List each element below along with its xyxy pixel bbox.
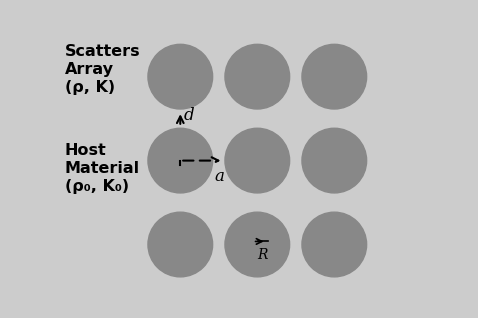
Circle shape xyxy=(302,212,367,277)
Text: d: d xyxy=(184,107,194,124)
Circle shape xyxy=(148,212,213,277)
Circle shape xyxy=(302,128,367,193)
Text: R: R xyxy=(258,248,268,262)
Circle shape xyxy=(225,212,290,277)
Circle shape xyxy=(148,44,213,109)
Circle shape xyxy=(225,128,290,193)
Circle shape xyxy=(148,128,213,193)
Text: Host
Material
(ρ₀, K₀): Host Material (ρ₀, K₀) xyxy=(65,143,140,194)
Text: a: a xyxy=(215,168,225,185)
Text: Scatters
Array
(ρ, K): Scatters Array (ρ, K) xyxy=(65,44,141,95)
Circle shape xyxy=(302,44,367,109)
Circle shape xyxy=(225,44,290,109)
